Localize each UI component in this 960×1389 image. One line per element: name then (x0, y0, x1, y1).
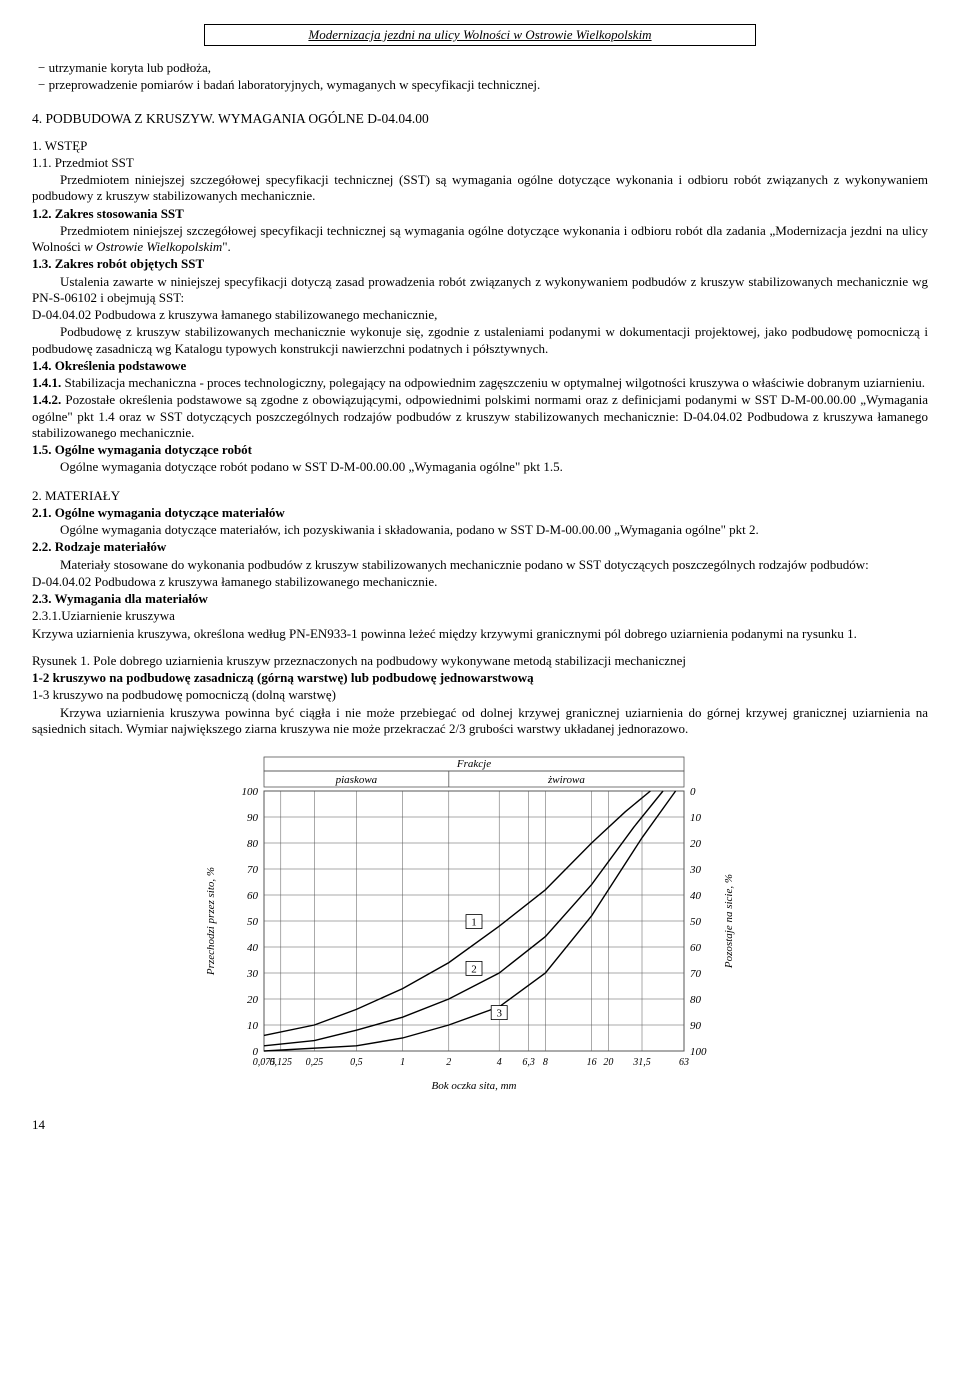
svg-text:Frakcje: Frakcje (456, 758, 491, 770)
svg-text:20: 20 (247, 994, 259, 1006)
svg-text:60: 60 (247, 890, 259, 902)
text: Stabilizacja mechaniczna - proces techno… (61, 375, 925, 390)
svg-text:żwirowa: żwirowa (547, 774, 585, 786)
text: ". (222, 239, 231, 254)
list-item-text: utrzymanie koryta lub podłoża, (49, 60, 211, 75)
svg-text:10: 10 (690, 812, 702, 824)
svg-text:60: 60 (690, 942, 702, 954)
svg-text:piaskowa: piaskowa (335, 774, 378, 786)
paragraph: Ogólne wymagania dotyczące materiałów, i… (32, 522, 928, 538)
paragraph: D-04.04.02 Podbudowa z kruszywa łamanego… (32, 307, 928, 323)
heading-2-1: 2.1. Ogólne wymagania dotyczące materiał… (32, 505, 928, 521)
paragraph: Przedmiotem niniejszej szczegółowej spec… (32, 172, 928, 205)
list-item: utrzymanie koryta lub podłoża, (32, 60, 928, 76)
heading-2-2: 2.2. Rodzaje materiałów (32, 539, 928, 555)
svg-text:Pozostaje na sicie, %: Pozostaje na sicie, % (723, 874, 735, 969)
svg-text:2: 2 (471, 964, 477, 976)
text-bold: 1.4.1. (32, 375, 61, 390)
paragraph: Ogólne wymagania dotyczące robót podano … (32, 459, 928, 475)
list-item: przeprowadzenie pomiarów i badań laborat… (32, 77, 928, 93)
section-4-title: 4. PODBUDOWA Z KRUSZYW. WYMAGANIA OGÓLNE… (32, 111, 928, 128)
svg-text:70: 70 (690, 968, 702, 980)
svg-text:1: 1 (471, 917, 477, 929)
svg-text:Przechodzi przez sito, %: Przechodzi przez sito, % (205, 867, 217, 976)
heading-1: 1. WSTĘP (32, 138, 928, 154)
paragraph: Materiały stosowane do wykonania podbudó… (32, 557, 928, 573)
figure-caption: Rysunek 1. Pole dobrego uziarnienia krus… (32, 653, 928, 669)
heading-1-5: 1.5. Ogólne wymagania dotyczące robót (32, 442, 928, 458)
grain-size-chart: Frakcje piaskowa żwirowa 100 0 90 10 80 20 70 30 60… (200, 755, 760, 1099)
svg-text:100: 100 (690, 1046, 707, 1058)
paragraph: Krzywa uziarnienia kruszywa powinna być … (32, 705, 928, 738)
heading-2-3: 2.3. Wymagania dla materiałów (32, 591, 928, 607)
list-item-text: przeprowadzenie pomiarów i badań laborat… (49, 77, 541, 92)
svg-text:80: 80 (690, 994, 702, 1006)
page-header-title: Modernizacja jezdni na ulicy Wolności w … (204, 24, 756, 46)
svg-text:70: 70 (247, 864, 259, 876)
svg-text:80: 80 (247, 838, 259, 850)
svg-text:0,125: 0,125 (270, 1057, 293, 1068)
svg-text:8: 8 (543, 1057, 548, 1068)
intro-dash-list: utrzymanie koryta lub podłoża, przeprowa… (32, 60, 928, 93)
svg-text:6,3: 6,3 (522, 1057, 535, 1068)
svg-text:63: 63 (679, 1057, 689, 1068)
page-number: 14 (32, 1117, 928, 1133)
svg-text:20: 20 (603, 1057, 613, 1068)
svg-text:10: 10 (247, 1020, 259, 1032)
chart-svg: Frakcje piaskowa żwirowa 100 0 90 10 80 20 70 30 60… (200, 755, 744, 1095)
header-title-text: Modernizacja jezdni na ulicy Wolności w … (308, 27, 651, 42)
text: Pozostałe określenia podstawowe są zgodn… (32, 392, 928, 440)
svg-text:100: 100 (242, 786, 259, 798)
heading-2: 2. MATERIAŁY (32, 488, 928, 504)
paragraph: Ustalenia zawarte w niniejszej specyfika… (32, 274, 928, 307)
svg-text:50: 50 (247, 916, 259, 928)
svg-text:40: 40 (247, 942, 259, 954)
paragraph: Przedmiotem niniejszej szczegółowej spec… (32, 223, 928, 256)
text-bold: 1.4.2. (32, 392, 61, 407)
svg-text:40: 40 (690, 890, 702, 902)
heading-1-2: 1.2. Zakres stosowania SST (32, 206, 928, 222)
svg-text:31,5: 31,5 (632, 1057, 651, 1068)
heading-1-3: 1.3. Zakres robót objętych SST (32, 256, 928, 272)
legend-row: 1-3 kruszywo na podbudowę pomocniczą (do… (32, 687, 928, 703)
svg-text:2: 2 (446, 1057, 451, 1068)
paragraph: Krzywa uziarnienia kruszywa, określona w… (32, 626, 928, 642)
svg-text:0,5: 0,5 (350, 1057, 363, 1068)
paragraph: D-04.04.02 Podbudowa z kruszywa łamanego… (32, 574, 928, 590)
svg-text:50: 50 (690, 916, 702, 928)
heading-1-1: 1.1. Przedmiot SST (32, 155, 928, 171)
paragraph: Podbudowę z kruszyw stabilizowanych mech… (32, 324, 928, 357)
paragraph: 1.4.2. Pozostałe określenia podstawowe s… (32, 392, 928, 441)
svg-text:Bok oczka sita, mm: Bok oczka sita, mm (432, 1080, 517, 1092)
heading-2-3-1: 2.3.1.Uziarnienie kruszywa (32, 608, 928, 624)
heading-1-4: 1.4. Określenia podstawowe (32, 358, 928, 374)
text-italic: w Ostrowie Wielkopolskim (84, 239, 222, 254)
svg-text:0: 0 (690, 786, 696, 798)
svg-text:30: 30 (689, 864, 702, 876)
svg-text:30: 30 (246, 968, 259, 980)
legend-row: 1-2 kruszywo na podbudowę zasadniczą (gó… (32, 670, 928, 686)
svg-text:90: 90 (247, 812, 259, 824)
svg-text:0,25: 0,25 (306, 1057, 324, 1068)
svg-text:90: 90 (690, 1020, 702, 1032)
svg-text:1: 1 (400, 1057, 405, 1068)
svg-text:4: 4 (497, 1057, 502, 1068)
svg-text:20: 20 (690, 838, 702, 850)
svg-text:16: 16 (587, 1057, 597, 1068)
svg-text:3: 3 (496, 1008, 502, 1020)
paragraph: 1.4.1. Stabilizacja mechaniczna - proces… (32, 375, 928, 391)
